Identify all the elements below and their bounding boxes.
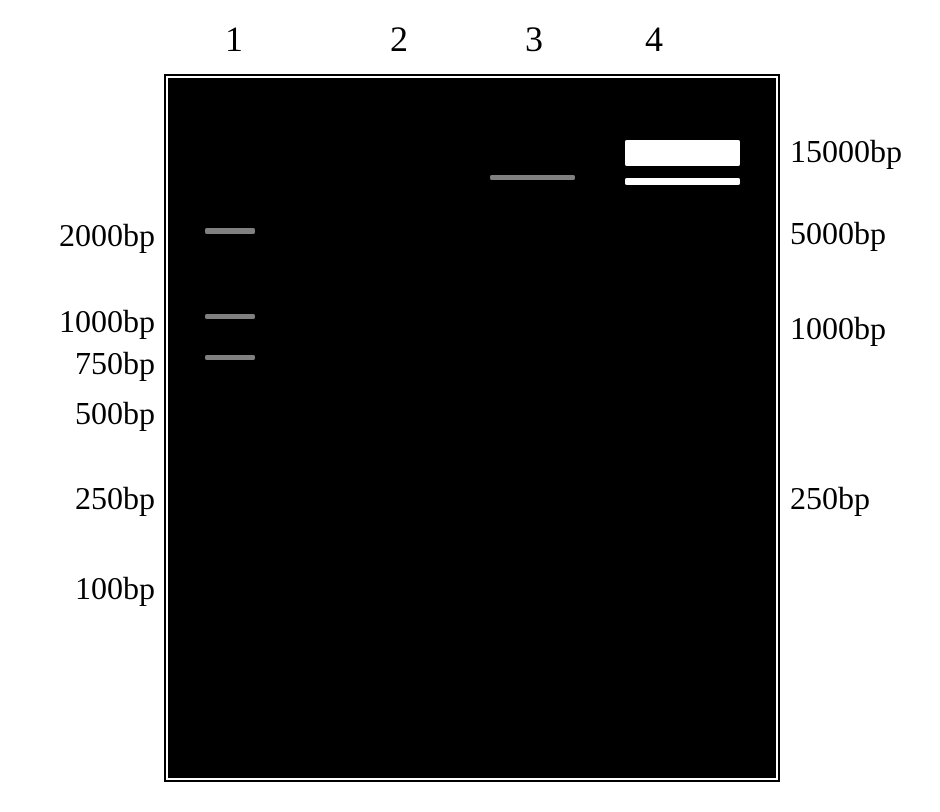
gel-image bbox=[168, 78, 776, 778]
marker-right-250bp: 250bp bbox=[790, 480, 870, 517]
marker-left-750bp: 750bp bbox=[75, 345, 155, 382]
lane-label-1: 1 bbox=[225, 18, 243, 60]
marker-left-250bp: 250bp bbox=[75, 480, 155, 517]
marker-left-500bp: 500bp bbox=[75, 395, 155, 432]
lane-label-3: 3 bbox=[525, 18, 543, 60]
marker-right-15000bp: 15000bp bbox=[790, 133, 902, 170]
lane-label-4: 4 bbox=[645, 18, 663, 60]
band-lane1-2000bp bbox=[205, 228, 255, 234]
marker-right-5000bp: 5000bp bbox=[790, 215, 886, 252]
lane-label-2: 2 bbox=[390, 18, 408, 60]
marker-left-100bp: 100bp bbox=[75, 570, 155, 607]
marker-right-1000bp: 1000bp bbox=[790, 310, 886, 347]
band-lane1-750bp bbox=[205, 355, 255, 360]
marker-left-1000bp: 1000bp bbox=[59, 303, 155, 340]
band-lane4-15000bp bbox=[625, 140, 740, 166]
gel-electrophoresis-figure: 1 2 3 4 2000bp 1000bp 750bp 500bp 250bp … bbox=[0, 0, 940, 812]
marker-left-2000bp: 2000bp bbox=[59, 217, 155, 254]
band-lane4-10000bp bbox=[625, 178, 740, 185]
band-lane3-sample bbox=[490, 175, 575, 180]
band-lane1-1000bp bbox=[205, 314, 255, 319]
